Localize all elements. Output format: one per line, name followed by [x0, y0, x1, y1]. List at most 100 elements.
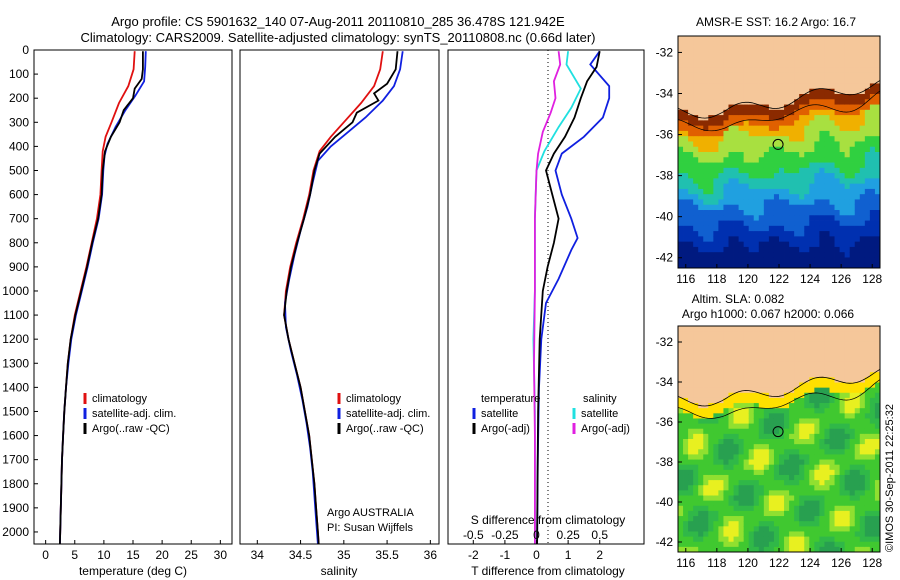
- map-cell: [829, 454, 835, 460]
- map-cell: [688, 516, 694, 522]
- map-cell: [733, 541, 739, 548]
- map-cell: [794, 459, 800, 466]
- map-cell: [743, 469, 750, 476]
- map-cell: [809, 474, 815, 481]
- map-cell: [693, 141, 699, 148]
- map-cell: [713, 397, 719, 404]
- map-cell: [713, 454, 719, 460]
- map-cell: [839, 485, 846, 491]
- map-cell: [723, 356, 729, 363]
- map-cell: [698, 495, 704, 502]
- map-cell: [824, 78, 830, 84]
- map-cell: [824, 194, 830, 200]
- map-cell: [809, 51, 815, 58]
- map-cell: [763, 199, 770, 206]
- map-cell: [758, 130, 765, 137]
- map-cell: [779, 194, 785, 200]
- map-cell: [713, 62, 719, 69]
- map-cell: [814, 480, 820, 486]
- map-cell: [819, 449, 825, 455]
- map-cell: [844, 94, 851, 100]
- map-cell: [789, 109, 795, 116]
- map-cell: [804, 428, 810, 435]
- map-cell: [804, 356, 810, 363]
- map-cell: [849, 367, 856, 373]
- map-cell: [824, 246, 830, 253]
- map-cell: [703, 439, 709, 445]
- map-cell: [763, 439, 770, 445]
- map-cell: [683, 257, 689, 264]
- map-cell: [763, 241, 770, 248]
- map-cell: [819, 469, 825, 476]
- map-cell: [683, 188, 689, 195]
- map-cell: [683, 167, 689, 174]
- sla-map-subtitle: Argo h1000: 0.067 h2000: 0.066: [682, 307, 854, 321]
- map-cell: [859, 183, 866, 190]
- map-cell: [799, 541, 805, 548]
- map-cell: [738, 136, 745, 142]
- map-cell: [733, 516, 739, 522]
- map-cell: [824, 382, 830, 389]
- map-cell: [819, 413, 825, 419]
- map-cell: [839, 469, 846, 476]
- map-cell: [864, 167, 871, 174]
- map-cell: [698, 546, 704, 553]
- map-cell: [819, 104, 825, 111]
- map-cell: [839, 220, 846, 227]
- map-cell: [849, 120, 856, 127]
- map-cell: [698, 210, 704, 216]
- map-cell: [779, 46, 785, 53]
- map-cell: [784, 428, 790, 435]
- map-cell: [733, 526, 739, 532]
- lon-tick-label: 116: [676, 556, 695, 570]
- map-cell: [784, 41, 790, 47]
- map-cell: [743, 183, 750, 190]
- map-cell: [854, 88, 861, 95]
- map-cell: [698, 178, 704, 185]
- map-cell: [753, 125, 760, 132]
- map-cell: [763, 454, 770, 460]
- map-cell: [708, 341, 714, 347]
- map-cell: [768, 346, 775, 353]
- map-cell: [844, 377, 851, 383]
- map-cell: [789, 480, 795, 486]
- map-cell: [718, 516, 724, 522]
- map-cell: [779, 474, 785, 481]
- map-cell: [824, 62, 830, 69]
- map-cell: [723, 490, 729, 496]
- map-cell: [703, 57, 709, 63]
- map-cell: [804, 485, 810, 491]
- map-cell: [693, 505, 699, 512]
- map-cell: [854, 531, 861, 537]
- map-cell: [834, 361, 840, 368]
- map-cell: [864, 480, 871, 486]
- map-cell: [804, 262, 810, 269]
- map-cell: [718, 356, 724, 363]
- map-cell: [723, 67, 729, 74]
- map-cell: [799, 99, 805, 105]
- map-cell: [824, 423, 830, 430]
- map-cell: [753, 449, 760, 455]
- map-cell: [864, 51, 871, 58]
- map-cell: [834, 536, 840, 543]
- map-cell: [874, 67, 881, 74]
- map-cell: [728, 120, 734, 127]
- map-cell: [743, 94, 750, 100]
- map-cell: [723, 444, 729, 450]
- map-cell: [819, 367, 825, 373]
- map-cell: [693, 521, 699, 527]
- map-cell: [733, 41, 739, 47]
- map-cell: [713, 173, 719, 179]
- map-cell: [743, 531, 750, 537]
- map-cell: [854, 241, 861, 248]
- map-cell: [834, 356, 840, 363]
- map-cell: [708, 500, 714, 507]
- map-cell: [809, 183, 815, 190]
- map-cell: [748, 67, 755, 74]
- map-cell: [748, 372, 755, 378]
- map-cell: [849, 215, 856, 221]
- map-cell: [849, 397, 856, 404]
- map-cell: [703, 546, 709, 553]
- map-cell: [794, 346, 800, 353]
- map-cell: [748, 194, 755, 200]
